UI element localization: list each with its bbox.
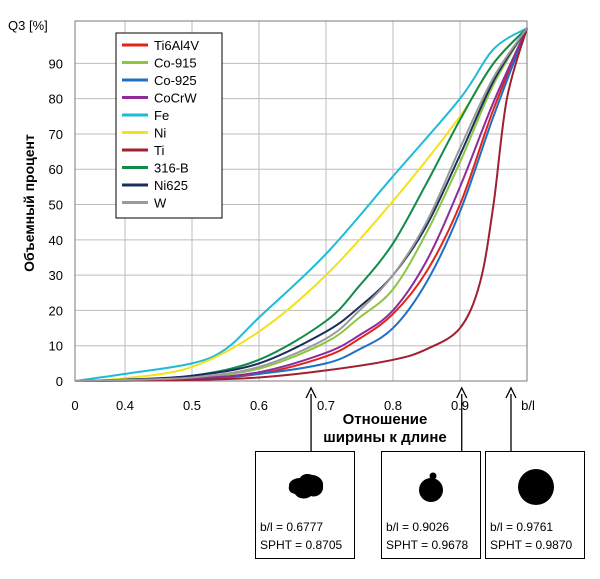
series-lines — [74, 27, 528, 382]
y-tick-label: 50 — [49, 198, 63, 213]
y-tick-label: 80 — [49, 92, 63, 107]
y-tick-label: 30 — [49, 268, 63, 283]
y-tick-label: 40 — [49, 233, 63, 248]
plot-frame — [74, 20, 528, 382]
x-tick-label: 0.9 — [451, 398, 469, 413]
legend-label: 316-B — [154, 161, 189, 176]
legend-label: Co-915 — [154, 56, 197, 71]
legend-label: W — [154, 196, 167, 211]
legend-label: Ni625 — [154, 178, 188, 193]
pointer-arrows — [305, 386, 517, 451]
pointer-arrow-head — [305, 386, 317, 399]
pointer-arrow-head — [505, 386, 517, 399]
legend: Ti6Al4V Co-915 Co-925 CoCrW Fe Ni Ti 316-B Ni625… — [115, 32, 223, 219]
legend-label: Fe — [154, 108, 169, 123]
pointer-arrow-head — [456, 386, 468, 399]
x-tick-label: 0.8 — [384, 398, 402, 413]
y-tick-label: 70 — [49, 127, 63, 142]
y-tick-label: 20 — [49, 303, 63, 318]
legend-label: Co-925 — [154, 73, 197, 88]
x-tick-label: 0.5 — [183, 398, 201, 413]
series-line-fe — [74, 27, 528, 382]
sample-card-3: b/l = 0.9761 SPHT = 0.9870 — [485, 451, 585, 559]
y-tick-label: 60 — [49, 162, 63, 177]
x-tick-label: 0.7 — [317, 398, 335, 413]
legend-label: Ni — [154, 126, 166, 141]
x-tick-label: 0 — [71, 398, 78, 413]
sample-3-bl: b/l = 0.9761 — [490, 520, 554, 534]
x-axis-title-line1: Отношение — [343, 411, 428, 428]
axes — [74, 20, 528, 382]
x-tick-label: 0.4 — [116, 398, 134, 413]
round-with-satellite-icon — [419, 472, 443, 502]
sample-2-spht: SPHT = 0.9678 — [386, 538, 469, 552]
y-axis-title: Объемный процент — [21, 134, 37, 272]
sample-1-spht: SPHT = 0.8705 — [260, 538, 343, 552]
series-line-w — [74, 27, 528, 382]
tick-labels: 0 10 20 30 40 50 60 70 80 90 0 0.4 0.5 0.6 0.7 0.8 0.9 — [49, 56, 470, 413]
irregular-blob-icon — [288, 474, 324, 499]
sample-1-bl: b/l = 0.6777 — [260, 520, 324, 534]
sample-card-2: b/l = 0.9026 SPHT = 0.9678 — [381, 451, 481, 559]
x-tick-label: 0.6 — [250, 398, 268, 413]
series-line-ti — [74, 27, 528, 382]
y-unit-label: Q3 [%] — [8, 18, 48, 33]
legend-label: Ti — [154, 143, 164, 158]
legend-label: CoCrW — [154, 91, 197, 106]
sample-card-1: b/l = 0.6777 SPHT = 0.8705 — [255, 451, 355, 559]
legend-label: Ti6Al4V — [154, 38, 199, 53]
circle-icon — [518, 469, 554, 505]
y-tick-label: 0 — [56, 374, 63, 389]
x-axis-title-line2: ширины к длине — [323, 429, 447, 446]
sample-2-bl: b/l = 0.9026 — [386, 520, 450, 534]
y-tick-label: 90 — [49, 56, 63, 71]
sample-3-spht: SPHT = 0.9870 — [490, 538, 573, 552]
x-unit-label: b/l — [521, 398, 535, 413]
series-line-ni625 — [74, 27, 528, 382]
y-tick-label: 10 — [49, 339, 63, 354]
